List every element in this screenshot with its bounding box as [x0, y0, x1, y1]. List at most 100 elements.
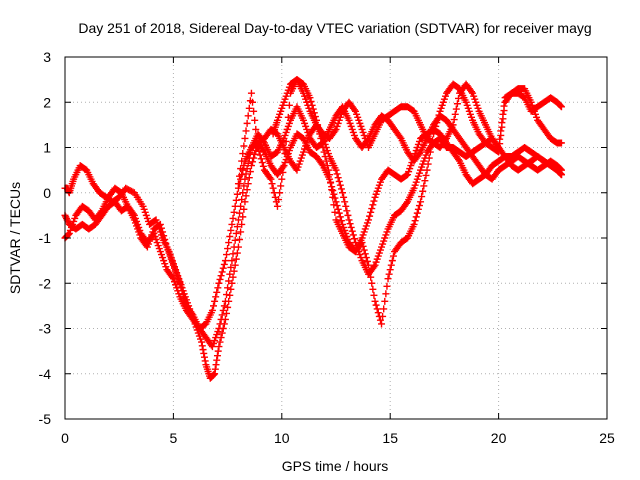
data-point — [178, 287, 186, 295]
data-point — [217, 315, 225, 323]
data-point — [211, 370, 219, 378]
data-point — [371, 297, 379, 305]
data-point — [214, 347, 222, 355]
data-point — [369, 285, 377, 293]
data-point — [556, 165, 564, 173]
data-point — [246, 149, 254, 157]
data-point — [215, 279, 223, 287]
data-point — [359, 242, 367, 250]
data-point — [256, 151, 264, 159]
data-point — [250, 107, 258, 115]
data-point — [216, 338, 224, 346]
data-point — [363, 257, 371, 265]
data-point — [360, 246, 368, 254]
x-tick-label: 10 — [274, 430, 290, 446]
data-point — [232, 196, 240, 204]
data-point — [241, 134, 249, 142]
data-point — [432, 122, 440, 130]
data-point — [177, 283, 185, 291]
data-point — [239, 150, 247, 158]
data-point — [285, 101, 293, 109]
data-point — [370, 291, 378, 299]
data-point — [212, 361, 220, 369]
y-tick-label: 0 — [43, 185, 51, 201]
data-point — [412, 213, 420, 221]
data-point — [277, 182, 285, 190]
data-point — [557, 165, 565, 173]
data-point — [221, 297, 229, 305]
data-point — [362, 254, 370, 262]
data-point — [321, 153, 329, 161]
data-point — [556, 101, 564, 109]
data-point — [162, 239, 170, 247]
data-point — [209, 371, 217, 379]
data-point — [216, 320, 224, 328]
data-point — [430, 130, 438, 138]
data-point — [415, 202, 423, 210]
axis-ticks — [64, 56, 608, 420]
data-point — [499, 110, 507, 118]
data-point — [379, 312, 387, 320]
data-point — [329, 186, 337, 194]
data-point — [419, 187, 427, 195]
data-point — [221, 257, 229, 265]
data-point — [238, 196, 246, 204]
data-point — [345, 216, 353, 224]
data-point — [495, 144, 503, 151]
data-point — [244, 180, 252, 188]
data-point — [451, 110, 459, 118]
data-point — [333, 170, 341, 178]
data-point — [242, 127, 250, 135]
data-point — [227, 226, 235, 234]
y-tick-label: 3 — [43, 49, 51, 65]
data-point — [268, 180, 276, 188]
data-point — [454, 94, 462, 102]
data-point — [346, 220, 354, 228]
data-point — [422, 171, 430, 179]
data-point — [452, 105, 460, 113]
data-point — [454, 156, 462, 164]
data-point — [211, 365, 219, 373]
data-point — [331, 208, 339, 216]
data-point — [239, 189, 247, 197]
data-point — [279, 168, 287, 176]
data-point — [421, 177, 429, 185]
y-tick-label: -3 — [39, 321, 52, 337]
data-point — [282, 137, 290, 145]
data-point — [441, 136, 449, 144]
data-point — [253, 134, 261, 142]
data-point — [211, 297, 219, 305]
data-point — [337, 217, 345, 225]
data-point — [251, 150, 259, 158]
data-point — [219, 306, 227, 314]
data-point — [317, 134, 325, 142]
data-point — [224, 303, 232, 311]
data-point — [176, 279, 184, 287]
data-point — [433, 119, 441, 127]
data-point — [334, 174, 342, 182]
data-point — [244, 159, 252, 167]
data-point — [259, 137, 267, 145]
data-point — [361, 250, 369, 258]
data-point — [275, 196, 283, 204]
data-point — [388, 257, 396, 265]
data-point — [229, 250, 237, 258]
y-tick-label: 1 — [43, 140, 51, 156]
data-point — [234, 216, 242, 224]
data-point — [372, 301, 380, 309]
data-point — [229, 214, 237, 222]
y-tick-label: 2 — [43, 94, 51, 110]
data-point — [226, 270, 234, 278]
data-point — [402, 199, 410, 207]
data-point — [340, 193, 348, 201]
data-point — [266, 174, 274, 182]
data-point — [425, 154, 433, 162]
data-point — [237, 202, 245, 210]
data-point — [199, 346, 207, 354]
series-track-a — [61, 125, 565, 382]
data-point — [237, 165, 245, 173]
x-tick-label: 25 — [599, 430, 615, 446]
data-point — [381, 297, 389, 305]
y-tick-label: -4 — [39, 366, 52, 382]
x-tick-label: 5 — [170, 430, 178, 446]
